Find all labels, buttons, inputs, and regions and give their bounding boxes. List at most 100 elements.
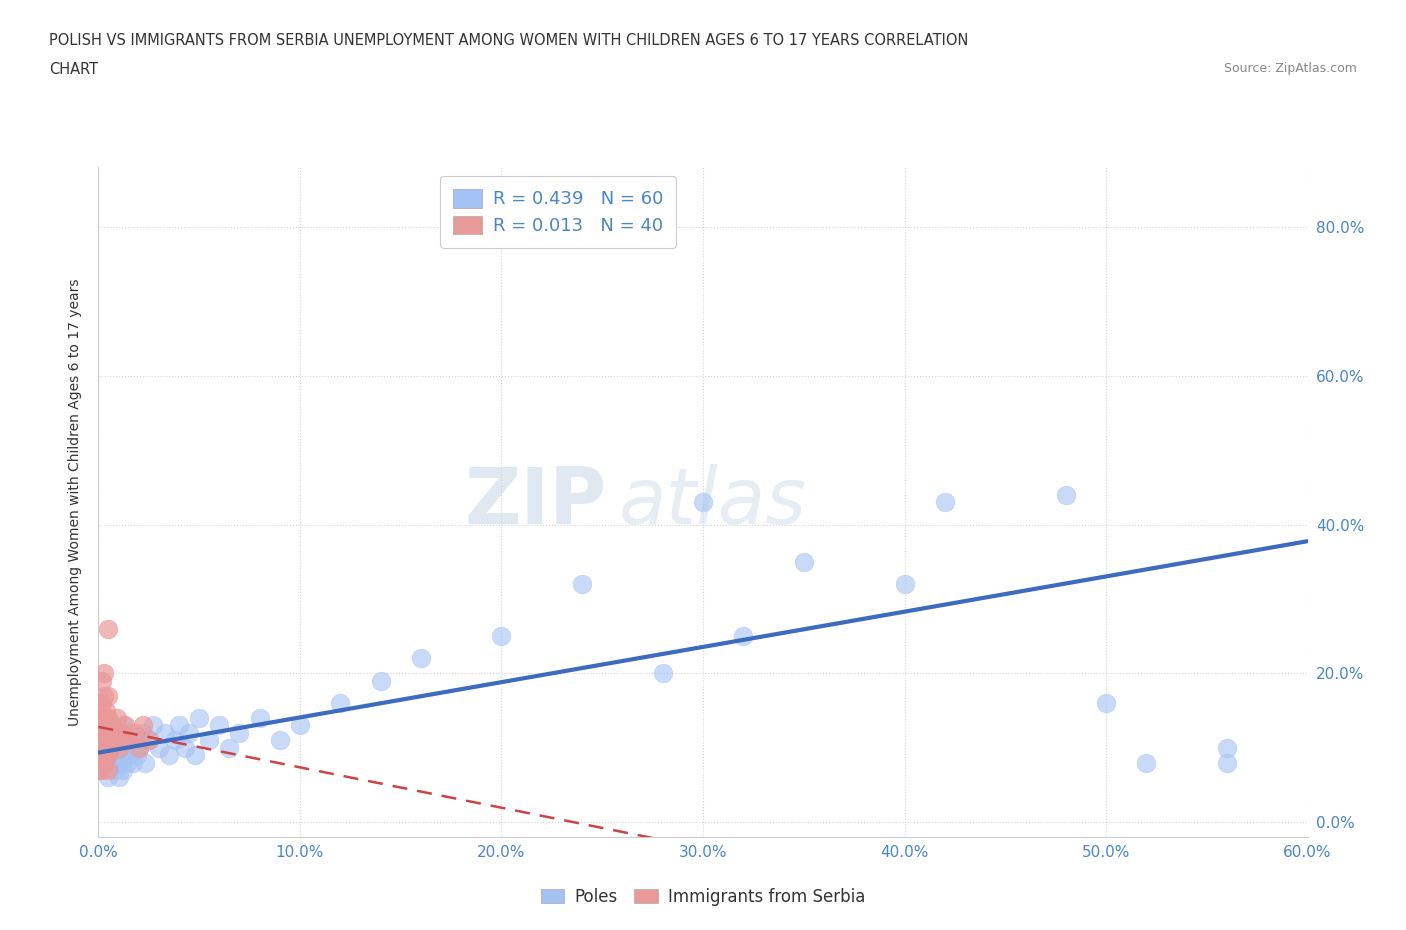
Point	[157, 748, 180, 763]
Point	[120, 740, 142, 755]
Point	[153, 725, 176, 740]
Point	[91, 696, 114, 711]
Point	[571, 577, 593, 591]
Point	[103, 740, 125, 755]
Point	[188, 711, 211, 725]
Point	[288, 718, 311, 733]
Point	[184, 748, 207, 763]
Point	[125, 748, 148, 763]
Point	[111, 718, 134, 733]
Point	[107, 733, 129, 748]
Point	[249, 711, 271, 725]
Point	[97, 688, 120, 703]
Point	[103, 763, 125, 777]
Point	[124, 733, 146, 748]
Point	[114, 718, 136, 733]
Point	[103, 725, 125, 740]
Point	[115, 733, 138, 748]
Point	[87, 718, 110, 733]
Point	[692, 495, 714, 510]
Point	[100, 740, 122, 755]
Point	[174, 740, 197, 755]
Point	[163, 733, 186, 748]
Legend: R = 0.439   N = 60, R = 0.013   N = 40: R = 0.439 N = 60, R = 0.013 N = 40	[440, 177, 676, 247]
Point	[87, 740, 110, 755]
Point	[97, 748, 120, 763]
Point	[114, 748, 136, 763]
Point	[97, 755, 120, 770]
Point	[114, 733, 136, 748]
Point	[111, 740, 134, 755]
Point	[105, 755, 128, 770]
Point	[107, 748, 129, 763]
Point	[101, 733, 124, 748]
Point	[132, 718, 155, 733]
Point	[167, 718, 190, 733]
Point	[118, 733, 141, 748]
Point	[110, 740, 132, 755]
Point	[138, 733, 160, 748]
Point	[208, 718, 231, 733]
Point	[269, 733, 291, 748]
Point	[97, 711, 120, 725]
Text: Source: ZipAtlas.com: Source: ZipAtlas.com	[1223, 62, 1357, 75]
Point	[97, 725, 120, 740]
Point	[97, 770, 120, 785]
Point	[1216, 755, 1239, 770]
Point	[91, 718, 114, 733]
Point	[93, 711, 115, 725]
Text: atlas: atlas	[619, 464, 806, 540]
Point	[97, 621, 120, 636]
Point	[111, 733, 134, 748]
Point	[89, 755, 111, 770]
Point	[96, 748, 118, 763]
Point	[93, 666, 115, 681]
Point	[138, 733, 160, 748]
Point	[1095, 696, 1118, 711]
Point	[121, 755, 143, 770]
Point	[1135, 755, 1157, 770]
Point	[100, 718, 122, 733]
Point	[110, 725, 132, 740]
Point	[111, 763, 134, 777]
Point	[101, 748, 124, 763]
Point	[97, 763, 120, 777]
Point	[91, 673, 114, 688]
Point	[118, 748, 141, 763]
Point	[228, 725, 250, 740]
Point	[934, 495, 956, 510]
Point	[118, 725, 141, 740]
Point	[107, 740, 129, 755]
Point	[87, 696, 110, 711]
Point	[142, 718, 165, 733]
Point	[105, 740, 128, 755]
Text: ZIP: ZIP	[464, 464, 606, 540]
Point	[115, 755, 138, 770]
Point	[96, 725, 118, 740]
Text: POLISH VS IMMIGRANTS FROM SERBIA UNEMPLOYMENT AMONG WOMEN WITH CHILDREN AGES 6 T: POLISH VS IMMIGRANTS FROM SERBIA UNEMPLO…	[49, 33, 969, 47]
Point	[179, 725, 201, 740]
Point	[128, 740, 150, 755]
Point	[793, 554, 815, 569]
Point	[91, 763, 114, 777]
Point	[329, 696, 352, 711]
Point	[93, 688, 115, 703]
Point	[218, 740, 240, 755]
Point	[198, 733, 221, 748]
Point	[107, 770, 129, 785]
Point	[128, 740, 150, 755]
Point	[105, 711, 128, 725]
Point	[733, 629, 755, 644]
Point	[651, 666, 673, 681]
Point	[893, 577, 915, 591]
Point	[97, 740, 120, 755]
Y-axis label: Unemployment Among Women with Children Ages 6 to 17 years: Unemployment Among Women with Children A…	[69, 278, 83, 726]
Point	[107, 755, 129, 770]
Legend: Poles, Immigrants from Serbia: Poles, Immigrants from Serbia	[534, 881, 872, 912]
Point	[491, 629, 513, 644]
Point	[409, 651, 432, 666]
Point	[370, 673, 392, 688]
Point	[96, 703, 118, 718]
Point	[91, 740, 114, 755]
Point	[124, 725, 146, 740]
